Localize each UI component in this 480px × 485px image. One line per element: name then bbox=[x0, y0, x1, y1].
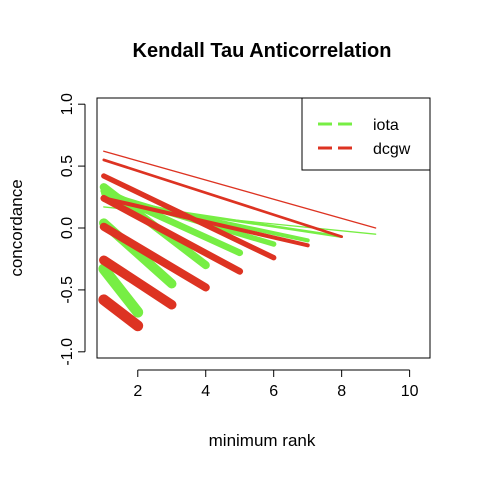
chart-title: Kendall Tau Anticorrelation bbox=[133, 40, 392, 62]
series-iota-segment bbox=[98, 263, 144, 318]
legend-label-iota: iota bbox=[373, 117, 399, 134]
legend-box bbox=[301, 97, 431, 171]
legend: iota dcgw bbox=[301, 97, 431, 171]
y-tick-label: 1.0 bbox=[59, 93, 76, 115]
y-tick-label: 0.0 bbox=[59, 217, 76, 239]
series-dcgw-segment bbox=[99, 222, 210, 292]
series-dcgw-segment bbox=[98, 294, 144, 332]
series-dcgw-segment bbox=[102, 158, 344, 239]
x-tick-label: 8 bbox=[337, 383, 346, 400]
series-dcgw-segment bbox=[100, 194, 244, 275]
x-axis-label: minimum rank bbox=[209, 431, 316, 450]
series-dcgw-segment bbox=[103, 150, 377, 229]
series-dcgw bbox=[98, 150, 377, 332]
x-tick-label: 10 bbox=[401, 383, 419, 400]
plot-area bbox=[98, 150, 377, 332]
series-dcgw-segment bbox=[101, 196, 310, 248]
y-tick-label: 0.5 bbox=[59, 155, 76, 177]
series-dcgw-segment bbox=[99, 255, 177, 310]
series-iota-segment bbox=[103, 206, 377, 235]
y-axis-label: concordance bbox=[7, 179, 26, 276]
x-tick-label: 6 bbox=[269, 383, 278, 400]
plot-frame bbox=[96, 97, 431, 359]
legend-label-dcgw: dcgw bbox=[373, 141, 411, 158]
x-tick-label: 4 bbox=[201, 383, 210, 400]
y-tick-label: -1.0 bbox=[59, 338, 76, 366]
x-tick-label: 2 bbox=[133, 383, 142, 400]
y-tick-label: -0.5 bbox=[59, 276, 76, 304]
axes: 2 4 6 8 10 -1.0 -0.5 0.0 0.5 1.0 bbox=[59, 93, 431, 400]
